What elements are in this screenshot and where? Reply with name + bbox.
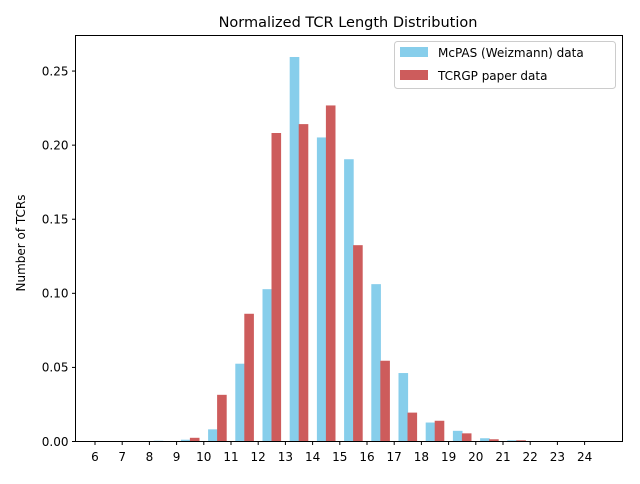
bar-mcpas-18 (426, 423, 436, 442)
bars-group (154, 57, 544, 442)
y-tick-label: 0.25 (42, 64, 69, 78)
bar-mcpas-11 (235, 364, 245, 442)
bar-tcrgp-20 (462, 433, 472, 441)
bar-tcrgp-18 (408, 413, 418, 442)
x-tick-label: 18 (414, 450, 429, 464)
x-tick-label: 11 (223, 450, 238, 464)
x-tick-label: 24 (577, 450, 592, 464)
x-tick-label: 19 (441, 450, 456, 464)
x-tick-label: 13 (278, 450, 293, 464)
bar-tcrgp-14 (299, 124, 309, 441)
bar-tcrgp-12 (244, 314, 254, 442)
bar-mcpas-16 (371, 284, 381, 441)
bar-mcpas-19 (453, 431, 463, 442)
y-tick-label: 0.20 (42, 138, 69, 152)
y-tick-label: 0.05 (42, 361, 69, 375)
y-tick-label: 0.00 (42, 435, 69, 449)
legend-label-tcrgp: TCRGP paper data (437, 69, 547, 83)
x-tick-label: 23 (550, 450, 565, 464)
x-tick-label: 6 (91, 450, 99, 464)
bar-mcpas-12 (263, 289, 273, 441)
bar-tcrgp-11 (217, 395, 227, 442)
x-tick-label: 20 (468, 450, 483, 464)
x-tick-label: 8 (146, 450, 154, 464)
bar-mcpas-10 (208, 429, 218, 441)
x-tick-label: 12 (251, 450, 266, 464)
legend-swatch-mcpas (400, 47, 428, 57)
bar-tcrgp-17 (380, 361, 390, 442)
bar-mcpas-14 (317, 137, 327, 441)
legend: McPAS (Weizmann) data TCRGP paper data (395, 42, 616, 89)
y-tick-label: 0.15 (42, 213, 69, 227)
x-tick-label: 16 (359, 450, 374, 464)
x-tick-label: 9 (173, 450, 181, 464)
x-tick-label: 10 (196, 450, 211, 464)
legend-swatch-tcrgp (400, 70, 428, 80)
y-axis-label: Number of TCRs (14, 195, 28, 292)
bar-mcpas-15 (344, 159, 354, 441)
x-tick-label: 7 (118, 450, 126, 464)
y-axis-ticks: 0.00 0.05 0.10 0.15 0.20 0.25 (42, 64, 76, 448)
chart-title: Normalized TCR Length Distribution (219, 15, 478, 31)
x-tick-label: 21 (495, 450, 510, 464)
x-tick-label: 15 (332, 450, 347, 464)
bar-tcrgp-16 (353, 245, 363, 441)
x-tick-label: 17 (387, 450, 402, 464)
bar-tcrgp-19 (435, 421, 445, 442)
bar-mcpas-17 (399, 373, 409, 441)
bar-tcrgp-13 (272, 133, 282, 442)
x-tick-label: 14 (305, 450, 320, 464)
bar-mcpas-13 (290, 57, 300, 442)
x-axis-ticks: 6 7 8 9 10 11 12 13 14 15 16 17 18 19 20 21 22 23 24 (91, 442, 592, 465)
bar-tcrgp-15 (326, 105, 336, 441)
y-tick-label: 0.10 (42, 287, 69, 301)
x-tick-label: 22 (523, 450, 538, 464)
legend-label-mcpas: McPAS (Weizmann) data (438, 46, 584, 60)
bar-tcrgp-10 (190, 438, 200, 442)
